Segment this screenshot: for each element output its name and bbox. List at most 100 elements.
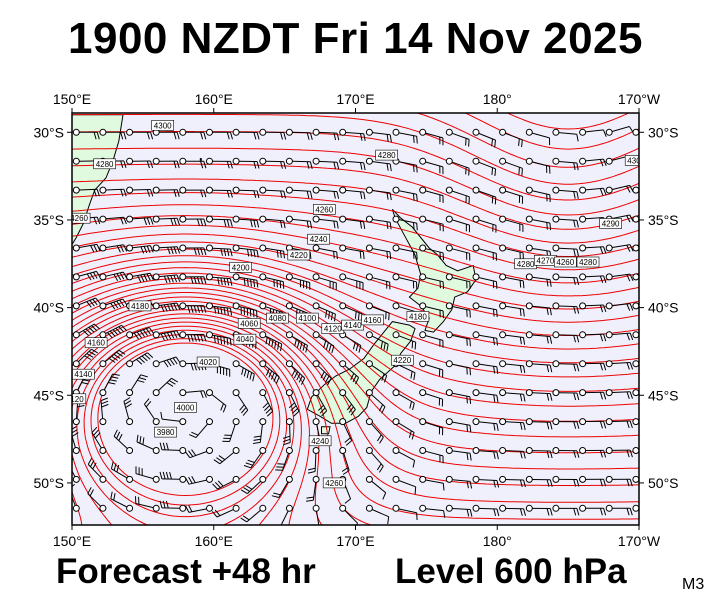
wind-barb [160,411,187,426]
contour-label-text: 4220 [290,251,308,260]
wind-barb [365,273,391,290]
wind-barb [605,273,634,282]
lat-tick-label-right: 45°S [648,387,679,403]
contour-label-text: 4000 [177,404,195,413]
wind-barb [339,302,363,322]
model-label: M3 [682,576,705,593]
wind-barb [579,244,607,254]
wind-barb [222,418,240,442]
wind-barb [419,244,444,261]
wind-barb [499,186,524,204]
wind-barb [445,331,471,347]
wind-barb [445,157,470,176]
wind-barb [472,244,497,261]
contour-label-text: 4240 [311,437,329,446]
wind-barb [99,271,128,281]
wind-barb [99,186,127,197]
wind-barb [419,186,444,203]
wind-barb [126,272,154,283]
wind-barb [259,244,285,259]
contour-label: 4260 [312,204,336,215]
contour-label: 4200 [229,261,252,273]
lat-tick-label-left: 30°S [33,124,64,140]
contour-label: 4060 [237,318,261,329]
wind-barb [445,186,470,205]
lat-tick-label-left: 45°S [33,387,64,403]
wind-barb [285,215,313,229]
contour-label: 4120 [321,323,345,334]
wind-barb [87,487,107,512]
wind-barb [259,128,287,140]
contour-label: 4280 [375,149,399,161]
wind-barb [312,389,328,417]
wind-barb [579,186,607,196]
wind-barb [499,273,525,289]
wind-barb [189,418,213,439]
wind-barb [365,418,384,444]
wind-barb [259,360,280,384]
wind-barb [339,186,366,200]
contour-label: 4280 [93,158,116,170]
wind-barb [552,244,579,257]
wind-barb [525,215,552,231]
wind-barb [445,273,471,290]
contour-label: 4260 [322,477,346,489]
wind-barb [72,348,98,368]
wind-barb [306,475,320,502]
wind-barb [285,157,313,170]
wind-barb [365,389,386,414]
wind-barb [365,447,384,473]
wind-barb [365,186,392,201]
contour-label: 4260 [72,212,91,224]
lon-tick-label-top: 170°E [336,91,374,107]
wind-barb [445,128,470,147]
contour-label: 4220 [287,249,311,261]
wind-barb [605,475,633,487]
lord-howe-island [199,158,202,161]
contour-label-text: 4220 [393,356,411,365]
wind-barb [552,128,579,142]
wind-barb [419,302,444,319]
wind-barb [499,244,524,261]
wind-barb [206,302,233,316]
wind-barb [232,186,260,199]
wind-barb [206,128,233,140]
contour-label-text: 4040 [236,335,254,344]
contour-label: 4180 [128,300,152,312]
lon-tick-label-top: 170°W [618,91,661,107]
wind-barb [113,429,134,454]
wind-barb [206,389,227,413]
wind-barb [179,244,207,256]
wind-barb [126,327,155,340]
wind-barb [392,447,416,468]
wind-barb [579,475,607,487]
wind-barb [232,273,259,288]
wind-barb [579,418,607,429]
wind-barb [392,215,418,231]
wind-barb [552,475,580,487]
contour-label-text: 4300 [627,156,645,165]
wind-barb [159,442,187,454]
lat-tick-label-left: 50°S [33,475,64,491]
wind-barb [91,426,107,454]
wind-barb [472,273,498,289]
contour-label-text: 4120 [66,395,84,404]
wind-barb [472,389,499,403]
wind-barb [253,418,267,444]
wind-barb [419,418,444,436]
wind-barb [472,215,497,233]
wind-barb [419,128,444,146]
contour-label: 4280 [514,258,537,270]
wind-barb [206,273,233,286]
wind-barb [392,504,418,521]
wind-barb [285,331,308,353]
wind-barb [579,157,607,167]
wind-barb [419,360,444,378]
contour-label-text: 4200 [232,263,250,272]
wind-barb [525,504,553,516]
wind-barb [552,360,580,372]
wind-barb [445,244,471,261]
level-label: Level 600 hPa [395,552,627,591]
wind-barb [552,331,580,343]
wind-barb [525,331,553,344]
